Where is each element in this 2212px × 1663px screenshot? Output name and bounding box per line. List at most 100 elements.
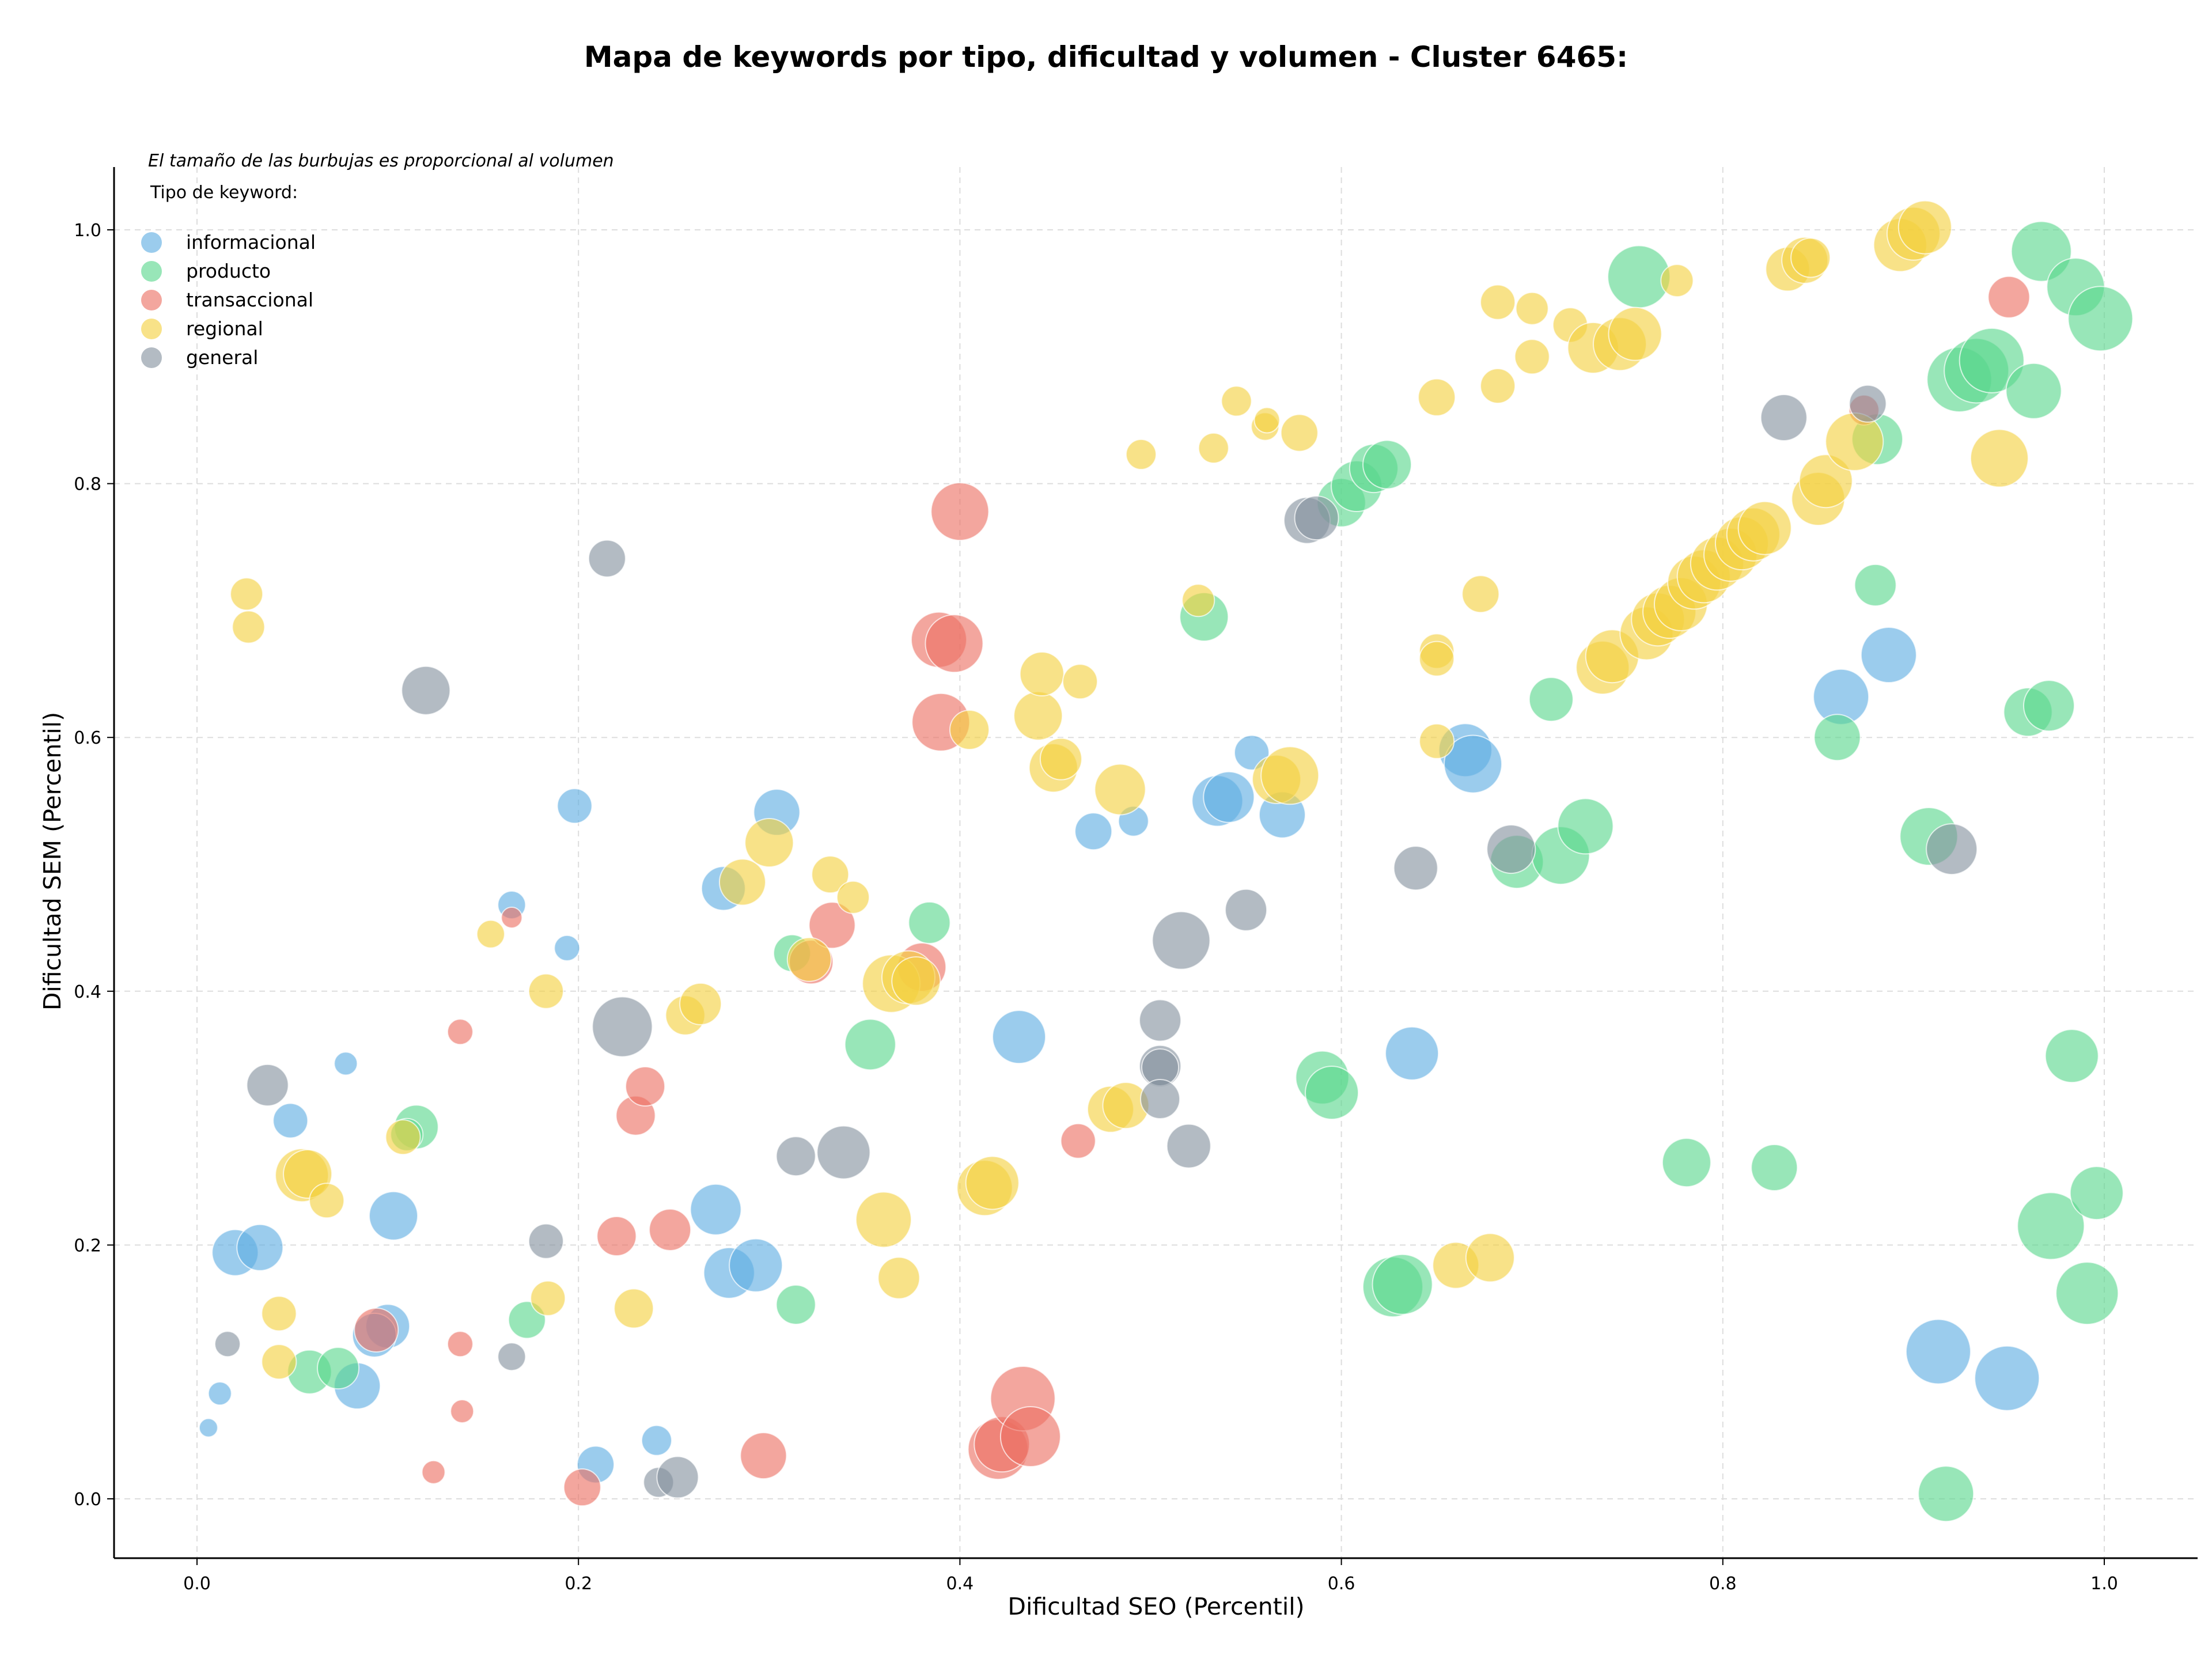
bubble-informacional — [641, 1425, 672, 1456]
x-tick-label: 0.4 — [946, 1574, 974, 1594]
legend-label-general: general — [186, 346, 258, 369]
bubble-regional — [1608, 306, 1662, 361]
legend-marker-regional — [141, 319, 162, 339]
bubble-transaccional — [563, 1468, 601, 1507]
bubble-regional — [1465, 1233, 1515, 1283]
bubble-informacional — [272, 1103, 309, 1139]
bubble-informacional — [1074, 812, 1113, 851]
bubble-general — [1225, 888, 1268, 931]
bubble-transaccional — [808, 901, 856, 949]
bubble-informacional — [992, 1010, 1047, 1065]
bubble-general — [1486, 824, 1536, 874]
bubble-regional — [385, 1119, 421, 1156]
bubble-regional — [1253, 407, 1281, 434]
bubble-general — [1926, 823, 1978, 876]
bubble-general — [588, 539, 626, 578]
bubble-producto — [1557, 798, 1614, 855]
bubble-regional — [1094, 763, 1146, 816]
bubble-producto — [1813, 714, 1861, 762]
chart-title: Mapa de keywords por tipo, dificultad y … — [584, 40, 1628, 74]
bubble-transaccional — [999, 1406, 1061, 1468]
bubble-producto — [2005, 362, 2062, 419]
legend-label-regional: regional — [186, 317, 263, 340]
bubble-general — [816, 1125, 871, 1180]
axes — [107, 167, 2198, 1565]
y-axis-label: Dificultad SEM (Percentil) — [39, 712, 66, 1010]
bubble-producto — [2067, 286, 2134, 352]
bubble-transaccional — [649, 1208, 692, 1251]
bubble-transaccional — [625, 1066, 666, 1107]
bubble-regional — [744, 818, 794, 868]
legend-marker-transaccional — [141, 290, 162, 310]
bubble-informacional — [1203, 771, 1255, 823]
bubble-informacional — [198, 1418, 218, 1438]
bubble-regional — [1019, 651, 1065, 697]
bubble-producto — [1918, 1465, 1975, 1522]
x-axis-label: Dificultad SEO (Percentil) — [1007, 1593, 1304, 1620]
bubble-regional — [877, 1256, 921, 1300]
bubble-regional — [1798, 454, 1853, 509]
y-tick-label: 0.2 — [74, 1236, 101, 1256]
bubble-general — [1139, 999, 1182, 1042]
bubble-informacional — [236, 1223, 284, 1271]
bubble-transaccional — [1060, 1123, 1096, 1159]
bubble-regional — [1125, 438, 1157, 470]
bubble-regional — [891, 956, 941, 1006]
legend-label-producto: producto — [186, 260, 271, 282]
bubble-regional — [836, 880, 870, 914]
legend-marker-producto — [141, 261, 162, 282]
bubble-regional — [855, 1191, 912, 1248]
bubble-regional — [679, 982, 722, 1025]
bubble-regional — [1515, 291, 1549, 325]
bubble-general — [592, 996, 653, 1058]
bubble-regional — [811, 855, 850, 894]
bubble-informacional — [334, 1051, 358, 1076]
bubble-regional — [1480, 284, 1516, 320]
bubble-regional — [1280, 414, 1319, 452]
bubble-producto — [1959, 327, 2025, 393]
legend-label-informacional: informacional — [186, 231, 316, 253]
bubble-informacional — [1444, 734, 1503, 794]
bubble-regional — [530, 1280, 566, 1316]
bubble-general — [401, 665, 451, 715]
x-tick-label: 1.0 — [2090, 1574, 2118, 1594]
bubble-transaccional — [421, 1460, 446, 1484]
bubble-transaccional — [925, 614, 984, 673]
bubble-producto — [1854, 563, 1897, 607]
grid-lines — [114, 167, 2198, 1558]
bubble-informacional — [690, 1183, 742, 1236]
bubble-regional — [261, 1295, 297, 1332]
bubble-general — [656, 1456, 699, 1499]
bubble-regional — [1419, 641, 1455, 677]
x-tick-label: 0.0 — [183, 1574, 211, 1594]
bubble-informacional — [369, 1191, 419, 1241]
bubble-regional — [1737, 501, 1792, 555]
bubble-regional — [1062, 664, 1098, 700]
bubble-producto — [1372, 1253, 1433, 1315]
bubble-regional — [965, 1156, 1020, 1210]
bubble-producto — [1528, 677, 1574, 722]
bubble-producto — [844, 1018, 896, 1071]
y-tick-label: 1.0 — [74, 221, 101, 241]
legend-note: El tamaño de las burbujas es proporciona… — [148, 151, 614, 171]
y-tick-label: 0.0 — [74, 1490, 101, 1510]
bubble-producto — [2022, 680, 2075, 732]
bubble-regional — [528, 973, 564, 1009]
bubble-transaccional — [596, 1215, 637, 1256]
bubble-regional — [1039, 737, 1082, 781]
bubble-regional — [1418, 378, 1456, 416]
bubble-regional — [230, 577, 264, 611]
x-tick-label: 0.2 — [565, 1574, 592, 1594]
x-tick-label: 0.8 — [1709, 1574, 1737, 1594]
bubble-transaccional — [446, 1331, 474, 1358]
bubble-regional — [1660, 264, 1694, 298]
bubble-transaccional — [450, 1399, 475, 1423]
legend-marker-informacional — [141, 232, 162, 253]
y-tick-label: 0.4 — [74, 982, 101, 1002]
bubble-transaccional — [354, 1308, 399, 1353]
bubble-transaccional — [930, 482, 990, 541]
bubble-informacional — [1385, 1026, 1440, 1081]
bubble-general — [214, 1331, 241, 1358]
bubble-informacional — [1905, 1319, 1971, 1385]
